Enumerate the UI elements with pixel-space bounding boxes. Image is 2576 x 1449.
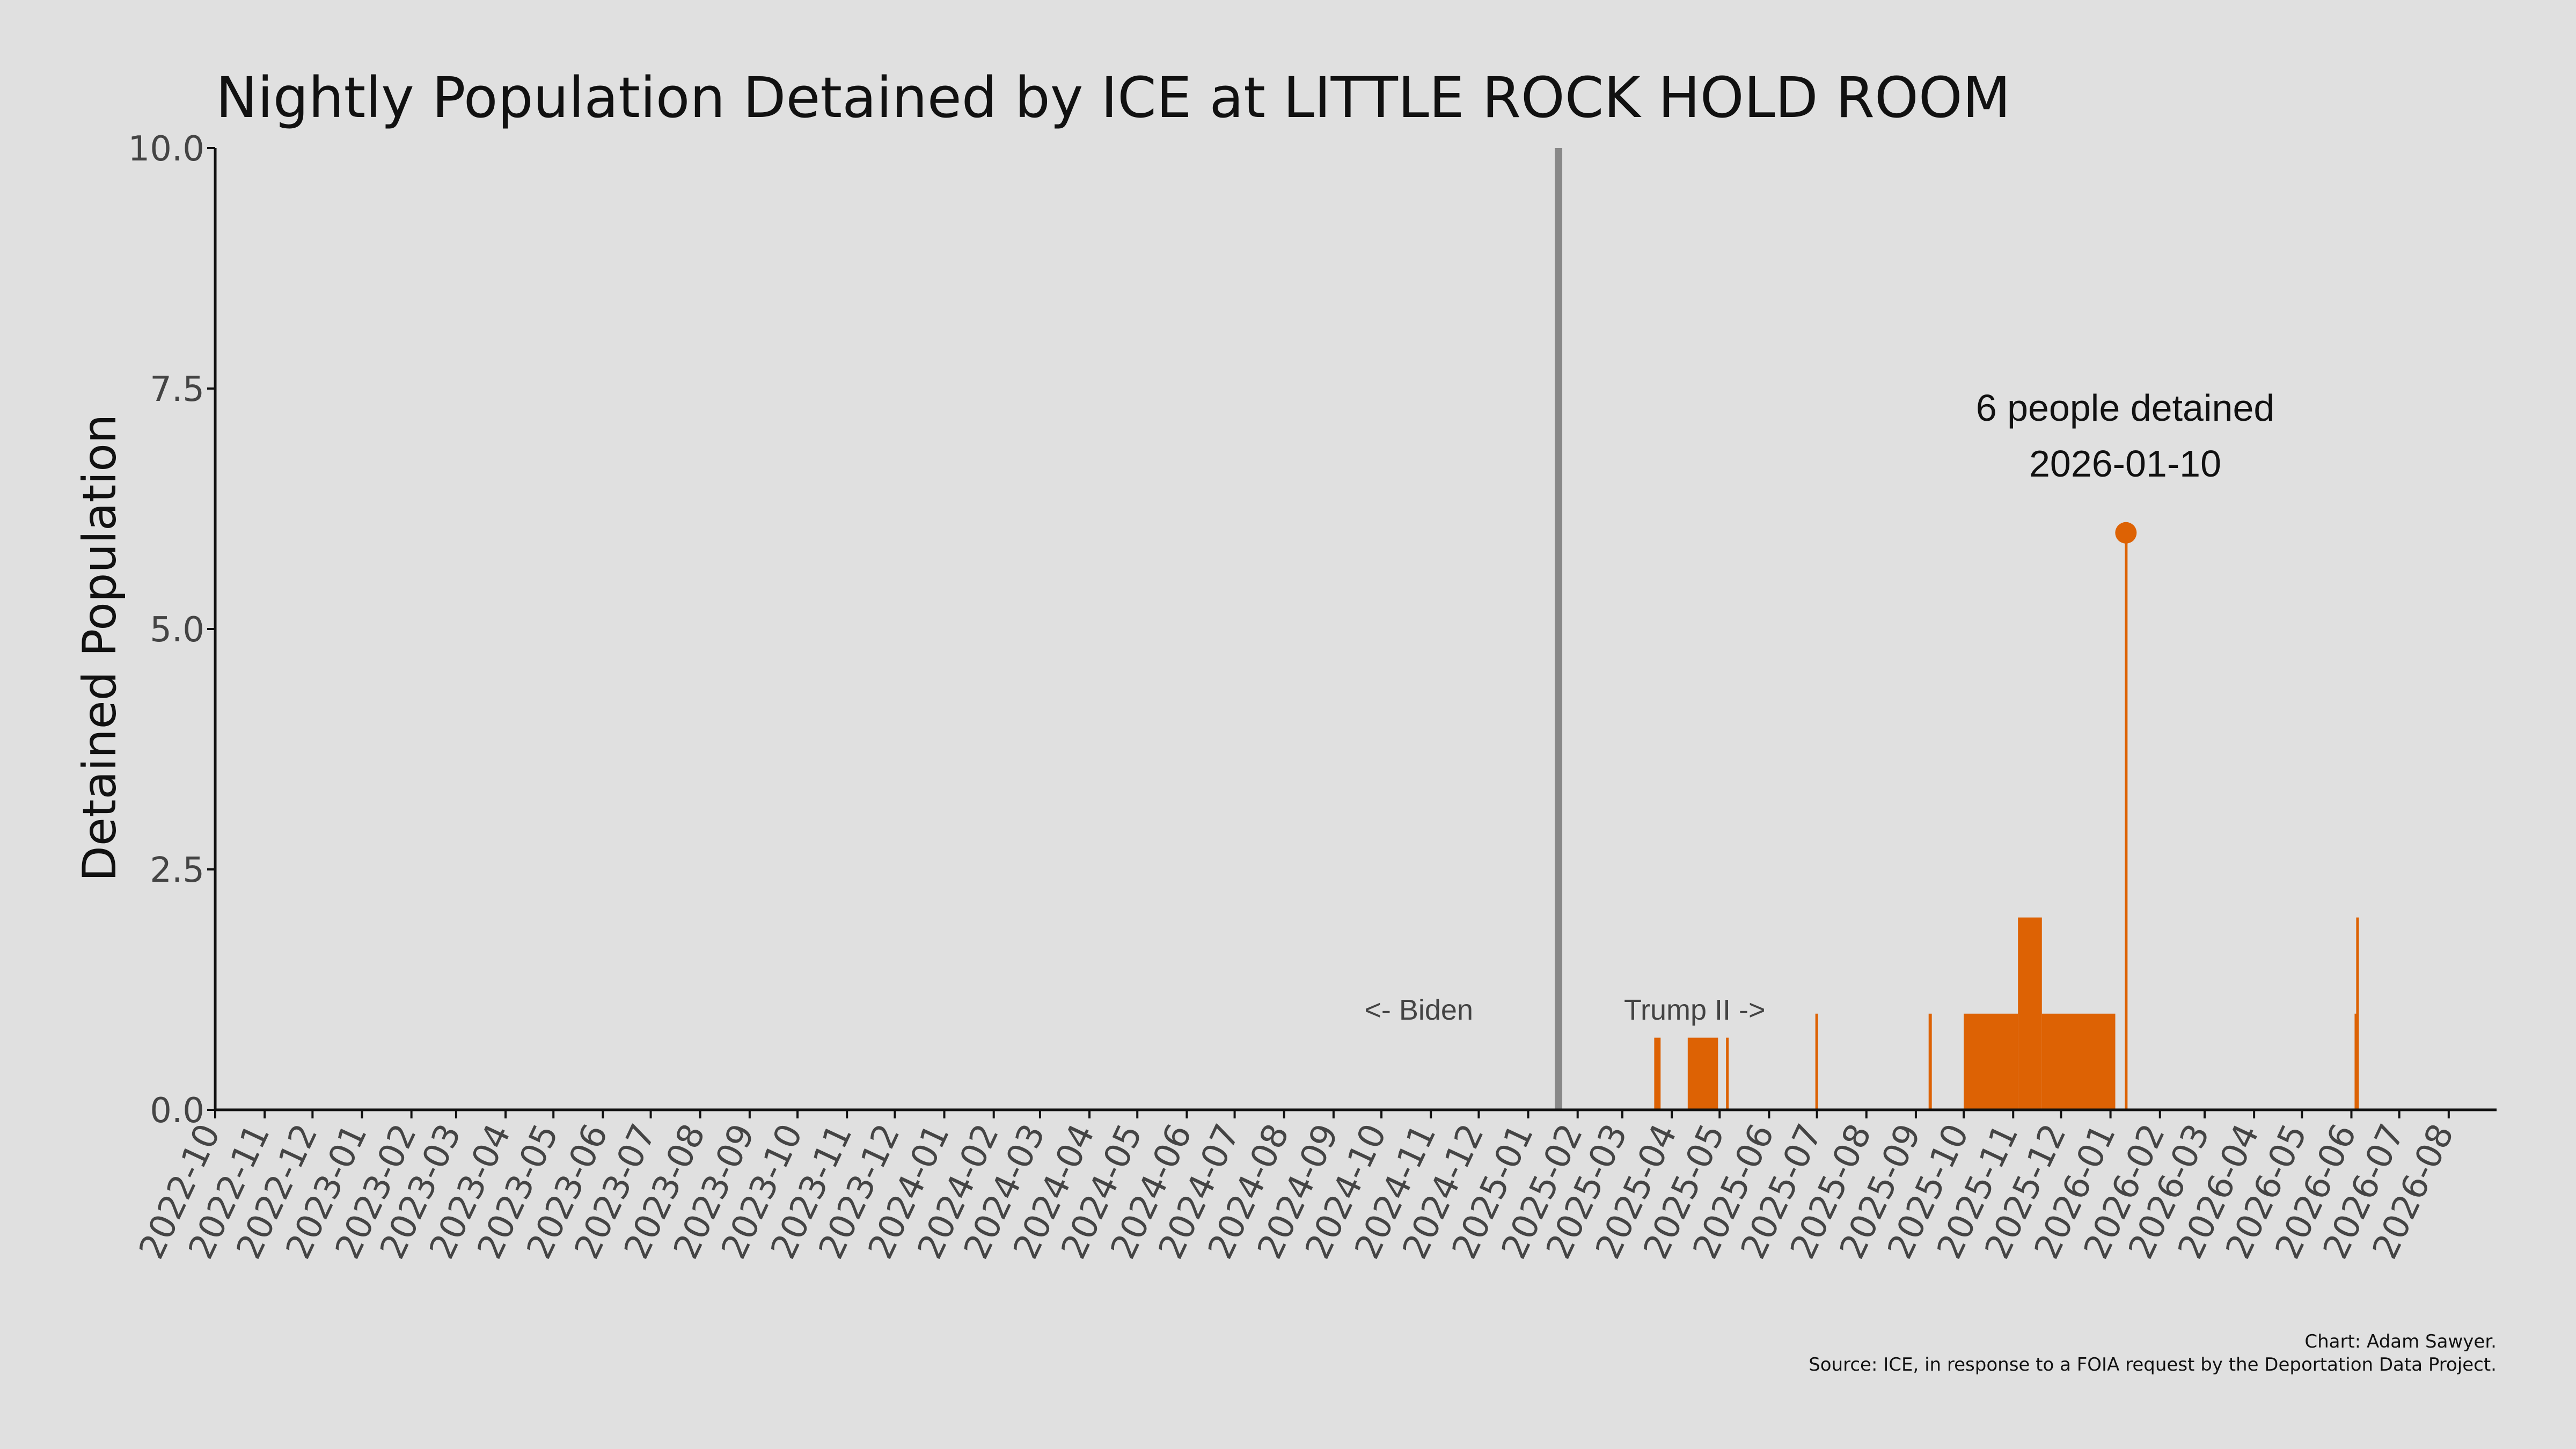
y-tick-label: 5.0: [150, 610, 204, 650]
plot-area: [1555, 148, 2359, 1110]
peak-annotation-line1: 6 people detained: [1976, 387, 2275, 429]
population-bar: [2356, 917, 2359, 1110]
population-bar: [2041, 1013, 2116, 1110]
y-tick-label: 2.5: [150, 851, 204, 890]
population-bar: [1928, 1013, 1932, 1110]
population-bar: [2125, 532, 2128, 1110]
peak-annotation-line2: 2026-01-10: [2029, 443, 2221, 485]
population-bar: [1815, 1013, 1818, 1110]
source-line: Source: ICE, in response to a FOIA reque…: [1809, 1354, 2497, 1375]
x-axis-ticks: 2022-102022-112022-122023-012023-022023-…: [131, 1110, 2462, 1265]
population-bar: [1687, 1037, 1718, 1110]
peak-marker: [2115, 522, 2137, 544]
chart-title: Nightly Population Detained by ICE at LI…: [216, 65, 2010, 130]
population-bar: [2354, 1013, 2358, 1110]
y-tick-label: 7.5: [150, 370, 204, 409]
population-bar: [1726, 1037, 1729, 1110]
biden-period-label: <- Biden: [1364, 994, 1473, 1026]
y-tick-label: 0.0: [150, 1091, 204, 1131]
y-axis-label: Detained Population: [73, 414, 127, 882]
population-bar: [2018, 917, 2042, 1110]
y-axis-ticks: 0.0 2.5 5.0 7.5 10.0: [128, 129, 215, 1131]
population-bar: [1654, 1037, 1661, 1110]
y-tick-label: 10.0: [128, 129, 205, 169]
trump-period-label: Trump II ->: [1624, 994, 1766, 1026]
population-bar: [1964, 1013, 2018, 1110]
credit-line: Chart: Adam Sawyer.: [2304, 1331, 2497, 1352]
